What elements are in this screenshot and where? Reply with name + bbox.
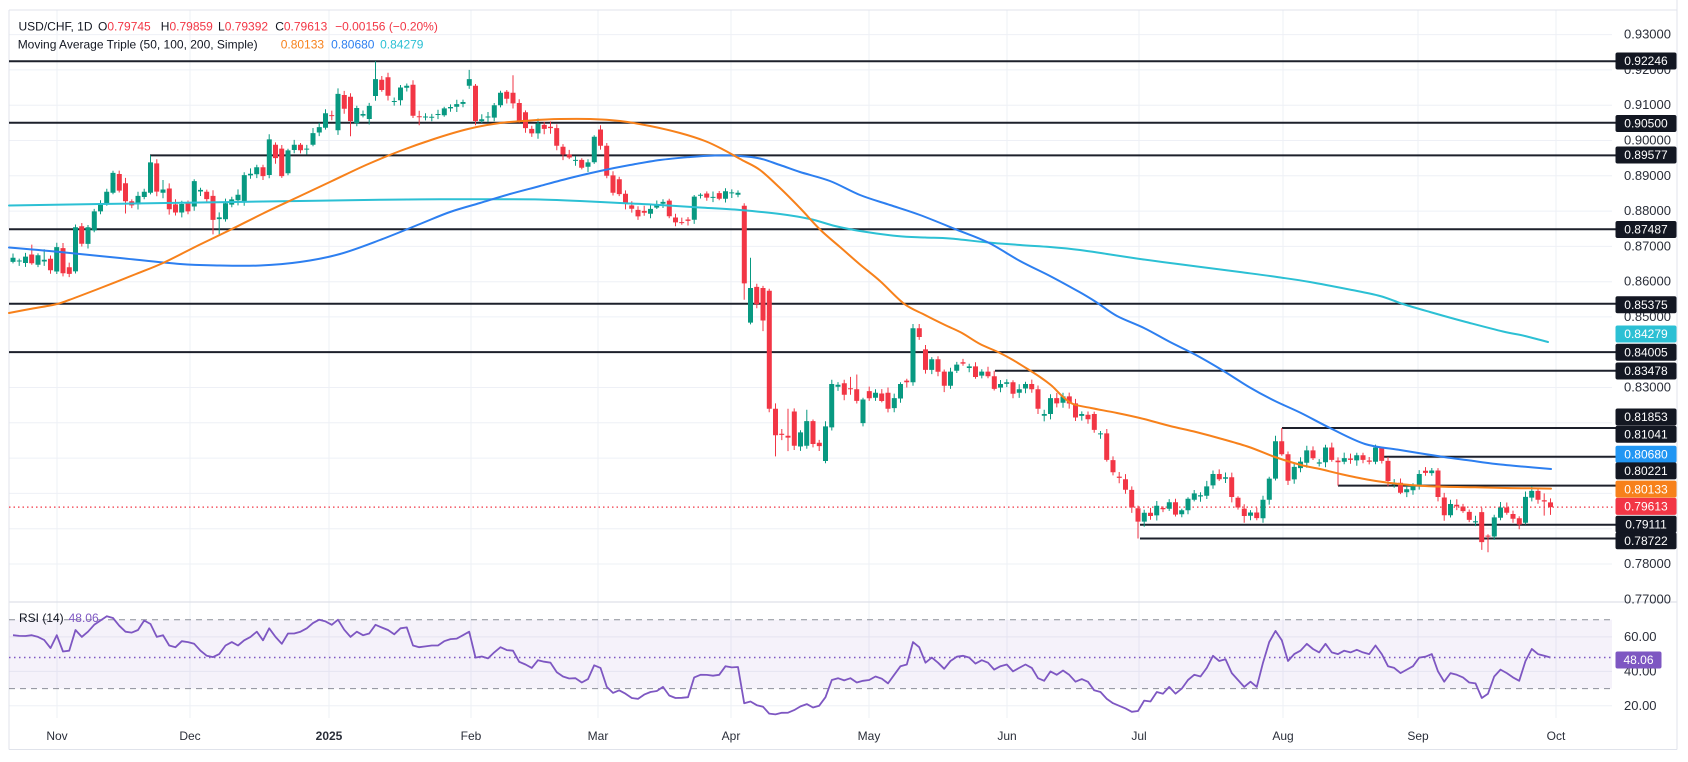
svg-text:20.00: 20.00 <box>1624 698 1657 713</box>
svg-text:RSI (14): RSI (14) <box>19 611 64 625</box>
svg-text:Feb: Feb <box>461 729 482 743</box>
svg-text:Jun: Jun <box>997 729 1016 743</box>
svg-text:2025: 2025 <box>316 729 343 743</box>
svg-text:0.90500: 0.90500 <box>1624 117 1668 131</box>
svg-text:0.90000: 0.90000 <box>1624 133 1671 148</box>
svg-text:0.79111: 0.79111 <box>1625 518 1667 532</box>
svg-text:0.84005: 0.84005 <box>1624 346 1668 360</box>
svg-text:0.81041: 0.81041 <box>1624 428 1668 442</box>
svg-text:0.88000: 0.88000 <box>1624 203 1671 218</box>
svg-text:0.80221: 0.80221 <box>1624 464 1668 478</box>
svg-text:0.87487: 0.87487 <box>1624 223 1668 237</box>
svg-text:0.92246: 0.92246 <box>1624 54 1668 68</box>
svg-text:0.78722: 0.78722 <box>1624 534 1668 548</box>
svg-text:0.81853: 0.81853 <box>1624 410 1668 424</box>
svg-text:0.80680: 0.80680 <box>1624 447 1668 461</box>
svg-text:48.06: 48.06 <box>69 611 99 625</box>
svg-text:0.84279: 0.84279 <box>380 38 424 52</box>
svg-text:0.85375: 0.85375 <box>1624 298 1668 312</box>
svg-text:0.89577: 0.89577 <box>1624 148 1668 162</box>
svg-text:Jul: Jul <box>1131 729 1146 743</box>
svg-text:60.00: 60.00 <box>1624 629 1657 644</box>
svg-text:Moving Average Triple (50, 100: Moving Average Triple (50, 100, 200, Sim… <box>18 38 258 52</box>
svg-text:Apr: Apr <box>722 729 741 743</box>
svg-text:0.84279: 0.84279 <box>1624 327 1668 341</box>
svg-text:May: May <box>858 729 881 743</box>
svg-text:L0.79392: L0.79392 <box>218 20 268 34</box>
svg-text:0.79613: 0.79613 <box>1624 500 1668 514</box>
svg-text:0.86000: 0.86000 <box>1624 274 1671 289</box>
svg-text:0.93000: 0.93000 <box>1624 27 1671 42</box>
svg-text:0.89000: 0.89000 <box>1624 168 1671 183</box>
svg-text:O0.79745: O0.79745 <box>98 20 151 34</box>
svg-text:Aug: Aug <box>1272 729 1293 743</box>
svg-text:0.83478: 0.83478 <box>1624 364 1668 378</box>
svg-text:0.80133: 0.80133 <box>1624 482 1668 496</box>
svg-text:−0.00156 (−0.20%): −0.00156 (−0.20%) <box>335 20 438 34</box>
svg-text:0.78000: 0.78000 <box>1624 556 1671 571</box>
svg-text:Oct: Oct <box>1547 729 1566 743</box>
svg-text:0.80680: 0.80680 <box>331 38 375 52</box>
svg-text:C0.79613: C0.79613 <box>275 20 327 34</box>
svg-text:0.91000: 0.91000 <box>1624 97 1671 112</box>
svg-text:0.80133: 0.80133 <box>281 38 325 52</box>
svg-text:H0.79859: H0.79859 <box>161 20 213 34</box>
svg-text:Mar: Mar <box>588 729 609 743</box>
svg-text:0.77000: 0.77000 <box>1624 592 1671 607</box>
svg-text:0.87000: 0.87000 <box>1624 238 1671 253</box>
svg-text:Nov: Nov <box>46 729 67 743</box>
svg-text:48.06: 48.06 <box>1623 653 1653 667</box>
svg-text:Dec: Dec <box>179 729 200 743</box>
svg-text:0.83000: 0.83000 <box>1624 380 1671 395</box>
svg-text:Sep: Sep <box>1407 729 1429 743</box>
svg-text:USD/CHF, 1D: USD/CHF, 1D <box>19 20 93 34</box>
